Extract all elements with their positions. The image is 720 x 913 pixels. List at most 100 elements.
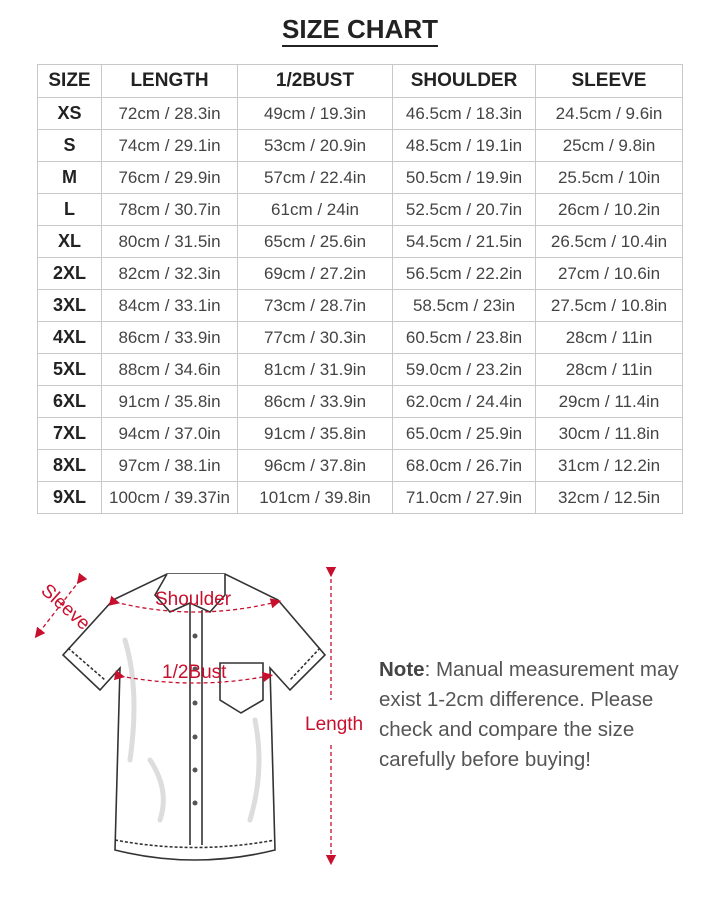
size-cell: 7XL xyxy=(37,417,102,450)
shoulder-cell: 71.0cm / 27.9in xyxy=(392,481,536,514)
length-cell: 82cm / 32.3in xyxy=(101,257,238,290)
title-text: SIZE CHART xyxy=(282,14,438,47)
length-cell: 97cm / 38.1in xyxy=(101,449,238,482)
size-cell: 8XL xyxy=(37,449,102,482)
table-row: 3XL 84cm / 33.1in 73cm / 28.7in 58.5cm / 23… xyxy=(37,289,683,322)
length-cell: 100cm / 39.37in xyxy=(101,481,238,514)
bust-cell: 49cm / 19.3in xyxy=(237,97,393,130)
size-cell: 6XL xyxy=(37,385,102,418)
sleeve-cell: 28cm / 11in xyxy=(535,321,683,354)
bust-cell: 57cm / 22.4in xyxy=(237,161,393,194)
bust-measure-line xyxy=(113,669,274,684)
length-cell: 78cm / 30.7in xyxy=(101,193,238,226)
size-cell: XS xyxy=(37,97,102,130)
length-cell: 94cm / 37.0in xyxy=(101,417,238,450)
shoulder-cell: 52.5cm / 20.7in xyxy=(392,193,536,226)
length-cell: 72cm / 28.3in xyxy=(101,97,238,130)
bust-cell: 101cm / 39.8in xyxy=(237,481,393,514)
header-sleeve: SLEEVE xyxy=(535,64,683,98)
table-row: XS 72cm / 28.3in 49cm / 19.3in 46.5cm / 18.… xyxy=(37,97,683,130)
length-cell: 80cm / 31.5in xyxy=(101,225,238,258)
sleeve-cell: 31cm / 12.2in xyxy=(535,449,683,482)
length-cell: 86cm / 33.9in xyxy=(101,321,238,354)
size-cell: L xyxy=(37,193,102,226)
table-header-row: SIZE LENGTH 1/2BUST SHOULDER SLEEVE xyxy=(37,64,683,98)
length-label: Length xyxy=(305,714,363,735)
length-cell: 91cm / 35.8in xyxy=(101,385,238,418)
size-cell: 5XL xyxy=(37,353,102,386)
sleeve-cell: 24.5cm / 9.6in xyxy=(535,97,683,130)
table-row: 7XL 94cm / 37.0in 91cm / 35.8in 65.0cm / 25… xyxy=(37,417,683,450)
bust-cell: 91cm / 35.8in xyxy=(237,417,393,450)
sleeve-cell: 26.5cm / 10.4in xyxy=(535,225,683,258)
note-label: Note xyxy=(379,658,425,681)
size-cell: M xyxy=(37,161,102,194)
shoulder-cell: 56.5cm / 22.2in xyxy=(392,257,536,290)
size-table: SIZE LENGTH 1/2BUST SHOULDER SLEEVE XS 72… xyxy=(37,64,683,514)
bust-cell: 77cm / 30.3in xyxy=(237,321,393,354)
bust-cell: 73cm / 28.7in xyxy=(237,289,393,322)
length-cell: 76cm / 29.9in xyxy=(101,161,238,194)
size-cell: 3XL xyxy=(37,289,102,322)
table-row: 9XL 100cm / 39.37in 101cm / 39.8in 71.0cm /… xyxy=(37,481,683,514)
length-cell: 74cm / 29.1in xyxy=(101,129,238,162)
sleeve-cell: 29cm / 11.4in xyxy=(535,385,683,418)
sleeve-cell: 28cm / 11in xyxy=(535,353,683,386)
sleeve-cell: 32cm / 12.5in xyxy=(535,481,683,514)
header-bust: 1/2BUST xyxy=(237,64,393,98)
shoulder-cell: 60.5cm / 23.8in xyxy=(392,321,536,354)
shoulder-label: Shoulder xyxy=(155,589,232,610)
sleeve-measure-line xyxy=(34,572,88,639)
sleeve-cell: 30cm / 11.8in xyxy=(535,417,683,450)
shoulder-cell: 68.0cm / 26.7in xyxy=(392,449,536,482)
bust-cell: 53cm / 20.9in xyxy=(237,129,393,162)
table-row: 2XL 82cm / 32.3in 69cm / 27.2in 56.5cm / 22… xyxy=(37,257,683,290)
sleeve-label: Sleeve xyxy=(37,580,94,634)
sleeve-cell: 27cm / 10.6in xyxy=(535,257,683,290)
shoulder-cell: 59.0cm / 23.2in xyxy=(392,353,536,386)
size-cell: 9XL xyxy=(37,481,102,514)
sleeve-cell: 27.5cm / 10.8in xyxy=(535,289,683,322)
length-cell: 84cm / 33.1in xyxy=(101,289,238,322)
shoulder-cell: 48.5cm / 19.1in xyxy=(392,129,536,162)
size-cell: XL xyxy=(37,225,102,258)
shoulder-cell: 54.5cm / 21.5in xyxy=(392,225,536,258)
bust-cell: 65cm / 25.6in xyxy=(237,225,393,258)
sleeve-cell: 26cm / 10.2in xyxy=(535,193,683,226)
table-row: 4XL 86cm / 33.9in 77cm / 30.3in 60.5cm / 23… xyxy=(37,321,683,354)
table-row: S 74cm / 29.1in 53cm / 20.9in 48.5cm / 19.1… xyxy=(37,129,683,162)
page-title: SIZE CHART xyxy=(0,14,720,47)
length-cell: 88cm / 34.6in xyxy=(101,353,238,386)
bust-cell: 69cm / 27.2in xyxy=(237,257,393,290)
bust-cell: 96cm / 37.8in xyxy=(237,449,393,482)
shoulder-cell: 50.5cm / 19.9in xyxy=(392,161,536,194)
shirt-measurement-diagram: Shoulder 1/2Bust Length Sleeve xyxy=(34,540,363,890)
header-length: LENGTH xyxy=(101,64,238,98)
shoulder-measure-line xyxy=(108,595,282,613)
measurement-note: Note: Manual measurement may exist 1-2cm… xyxy=(379,655,709,775)
size-cell: 4XL xyxy=(37,321,102,354)
table-row: M 76cm / 29.9in 57cm / 22.4in 50.5cm / 19.9… xyxy=(37,161,683,194)
size-cell: 2XL xyxy=(37,257,102,290)
bust-label: 1/2Bust xyxy=(162,662,227,683)
header-size: SIZE xyxy=(37,64,102,98)
table-row: 5XL 88cm / 34.6in 81cm / 31.9in 59.0cm / 23… xyxy=(37,353,683,386)
sleeve-cell: 25cm / 9.8in xyxy=(535,129,683,162)
bust-cell: 61cm / 24in xyxy=(237,193,393,226)
shirt-icon xyxy=(61,573,327,861)
table-row: L 78cm / 30.7in 61cm / 24in 52.5cm / 20.7in… xyxy=(37,193,683,226)
size-cell: S xyxy=(37,129,102,162)
shoulder-cell: 62.0cm / 24.4in xyxy=(392,385,536,418)
shoulder-cell: 65.0cm / 25.9in xyxy=(392,417,536,450)
table-row: XL 80cm / 31.5in 65cm / 25.6in 54.5cm / 21.… xyxy=(37,225,683,258)
header-shoulder: SHOULDER xyxy=(392,64,536,98)
bust-cell: 81cm / 31.9in xyxy=(237,353,393,386)
bust-cell: 86cm / 33.9in xyxy=(237,385,393,418)
shoulder-cell: 46.5cm / 18.3in xyxy=(392,97,536,130)
sleeve-cell: 25.5cm / 10in xyxy=(535,161,683,194)
note-text: : Manual measurement may exist 1-2cm dif… xyxy=(379,658,679,771)
shoulder-cell: 58.5cm / 23in xyxy=(392,289,536,322)
table-row: 6XL 91cm / 35.8in 86cm / 33.9in 62.0cm / 24… xyxy=(37,385,683,418)
table-row: 8XL 97cm / 38.1in 96cm / 37.8in 68.0cm / 26… xyxy=(37,449,683,482)
